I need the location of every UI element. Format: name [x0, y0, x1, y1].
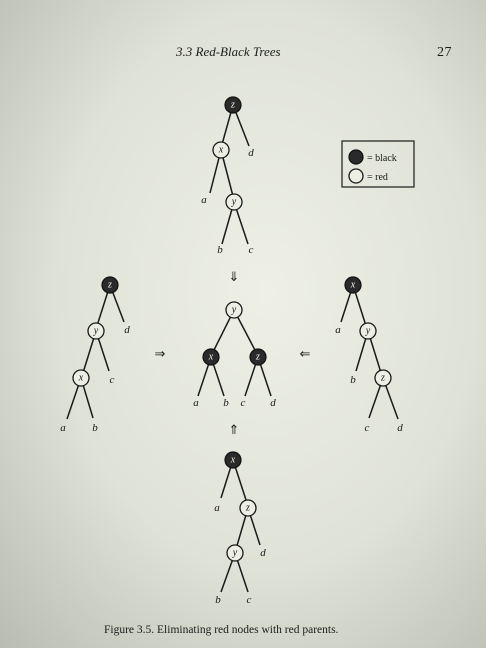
leaf-b: b: [223, 397, 229, 409]
node-label: z: [380, 373, 385, 384]
leaf-d: d: [270, 397, 276, 409]
leaf-b: b: [350, 374, 356, 386]
leaf-d: d: [260, 547, 266, 559]
arrow-down: ⇓: [229, 270, 240, 285]
node-label: z: [107, 280, 112, 291]
node-label: y: [231, 305, 237, 316]
node-label: x: [78, 373, 84, 384]
node-y-red: y: [225, 301, 243, 319]
leaf-c: c: [247, 594, 252, 606]
node-label: x: [218, 145, 224, 156]
node-x-black: x: [202, 348, 220, 366]
node-y-red: y: [226, 544, 244, 562]
legend-black-label: = black: [367, 153, 397, 164]
node-z-red: z: [239, 499, 257, 517]
node-label: y: [232, 548, 238, 559]
leaf-a: a: [335, 324, 341, 336]
page-header: 3.3 Red-Black Trees 27: [0, 0, 486, 70]
node-label: x: [230, 455, 236, 466]
leaf-d: d: [397, 422, 403, 434]
tree-bottom: x z y a b c d: [214, 451, 266, 606]
node-z-black: z: [249, 348, 267, 366]
leaf-a: a: [214, 502, 220, 514]
tree-left: z y x a b c d: [60, 276, 130, 434]
node-label: z: [255, 352, 260, 363]
node-z-black: z: [101, 276, 119, 294]
figure-caption: Figure 3.5. Eliminating red nodes with r…: [104, 624, 339, 636]
node-label: z: [245, 503, 250, 514]
leaf-b: b: [217, 244, 223, 256]
node-x-red: x: [72, 369, 90, 387]
node-y-red: y: [225, 193, 243, 211]
node-x-red: x: [212, 141, 230, 159]
leaf-b: b: [92, 422, 98, 434]
tree-center: y x z a b c d: [193, 301, 276, 409]
legend-red-label: = red: [367, 172, 388, 183]
legend-box: [341, 140, 415, 188]
node-label: x: [350, 280, 356, 291]
legend: = black = red: [341, 140, 415, 188]
leaf-b: b: [215, 594, 221, 606]
node-y-red: y: [87, 322, 105, 340]
node-label: z: [230, 100, 235, 111]
tree-right: x y z a b c d: [335, 276, 403, 434]
leaf-a: a: [201, 194, 207, 206]
node-label: y: [231, 197, 237, 208]
arrow-left: ⇐: [300, 347, 311, 362]
page-number: 27: [437, 45, 452, 60]
node-x-black: x: [224, 451, 242, 469]
node-label: y: [365, 326, 371, 337]
arrow-right: ⇒: [155, 347, 166, 362]
node-y-red: y: [359, 322, 377, 340]
node-label: x: [208, 352, 214, 363]
leaf-c: c: [365, 422, 370, 434]
leaf-c: c: [249, 244, 254, 256]
leaf-a: a: [193, 397, 199, 409]
leaf-d: d: [124, 324, 130, 336]
node-label: y: [93, 326, 99, 337]
legend-black-swatch: [348, 149, 364, 165]
leaf-c: c: [241, 397, 246, 409]
legend-red-swatch: [348, 168, 364, 184]
leaf-d: d: [248, 147, 254, 159]
node-z-red: z: [374, 369, 392, 387]
node-x-black: x: [344, 276, 362, 294]
leaf-a: a: [60, 422, 66, 434]
arrow-up: ⇑: [229, 423, 240, 438]
leaf-c: c: [110, 374, 115, 386]
node-z-black: z: [224, 96, 242, 114]
section-title: 3.3 Red-Black Trees: [176, 44, 281, 59]
tree-top: z x y a b c d: [201, 96, 254, 256]
